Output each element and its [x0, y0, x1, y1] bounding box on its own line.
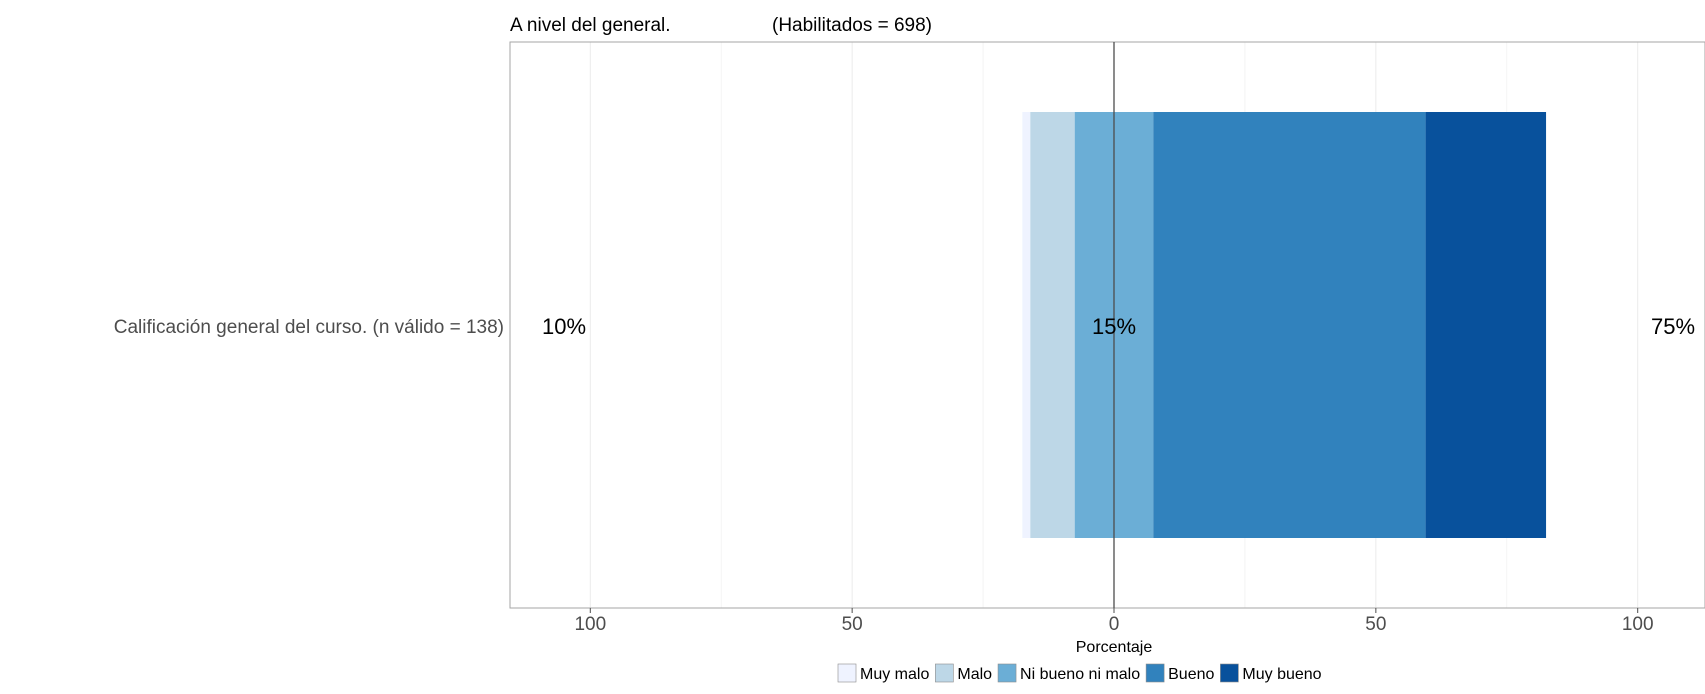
legend-swatch-muy-malo: [837, 663, 857, 683]
bar-segment-bueno: [1153, 112, 1426, 538]
legend: Muy malo Malo Ni bueno ni malo Bueno Muy bue…: [837, 663, 1322, 683]
neutral-percent-label: 15%: [1092, 314, 1136, 339]
bar-segment-malo: [1030, 112, 1075, 538]
bar-segment-muy-bueno: [1425, 112, 1547, 538]
negative-percent-label: 10%: [542, 314, 586, 339]
x-tick-label: 50: [1365, 614, 1386, 635]
legend-label: Muy bueno: [1242, 666, 1321, 683]
positive-percent-label: 75%: [1651, 314, 1695, 339]
legend-swatch-muy-bueno: [1220, 663, 1239, 683]
legend-label: Muy malo: [860, 666, 929, 683]
bar-segment-muy-malo: [1022, 112, 1031, 538]
legend-swatch-bueno: [1145, 663, 1165, 683]
chart-title: A nivel del general.: [510, 15, 671, 36]
x-tick-label: 0: [1109, 614, 1120, 635]
x-tick-label: 100: [574, 614, 606, 635]
legend-label: Ni bueno ni malo: [1020, 666, 1140, 683]
x-tick-label: 50: [842, 614, 863, 635]
legend-label: Bueno: [1168, 666, 1214, 683]
x-axis-title: Porcentaje: [1076, 639, 1153, 656]
legend-label: Malo: [957, 666, 992, 683]
legend-swatch-ni-bueno-ni-malo: [997, 663, 1017, 683]
chart-subtitle: (Habilitados = 698): [772, 15, 932, 36]
x-tick-label: 100: [1622, 614, 1654, 635]
category-label: Calificación general del curso. (n válid…: [114, 317, 504, 338]
legend-swatch-malo: [935, 663, 954, 683]
plot-panel-border: [509, 41, 1705, 609]
